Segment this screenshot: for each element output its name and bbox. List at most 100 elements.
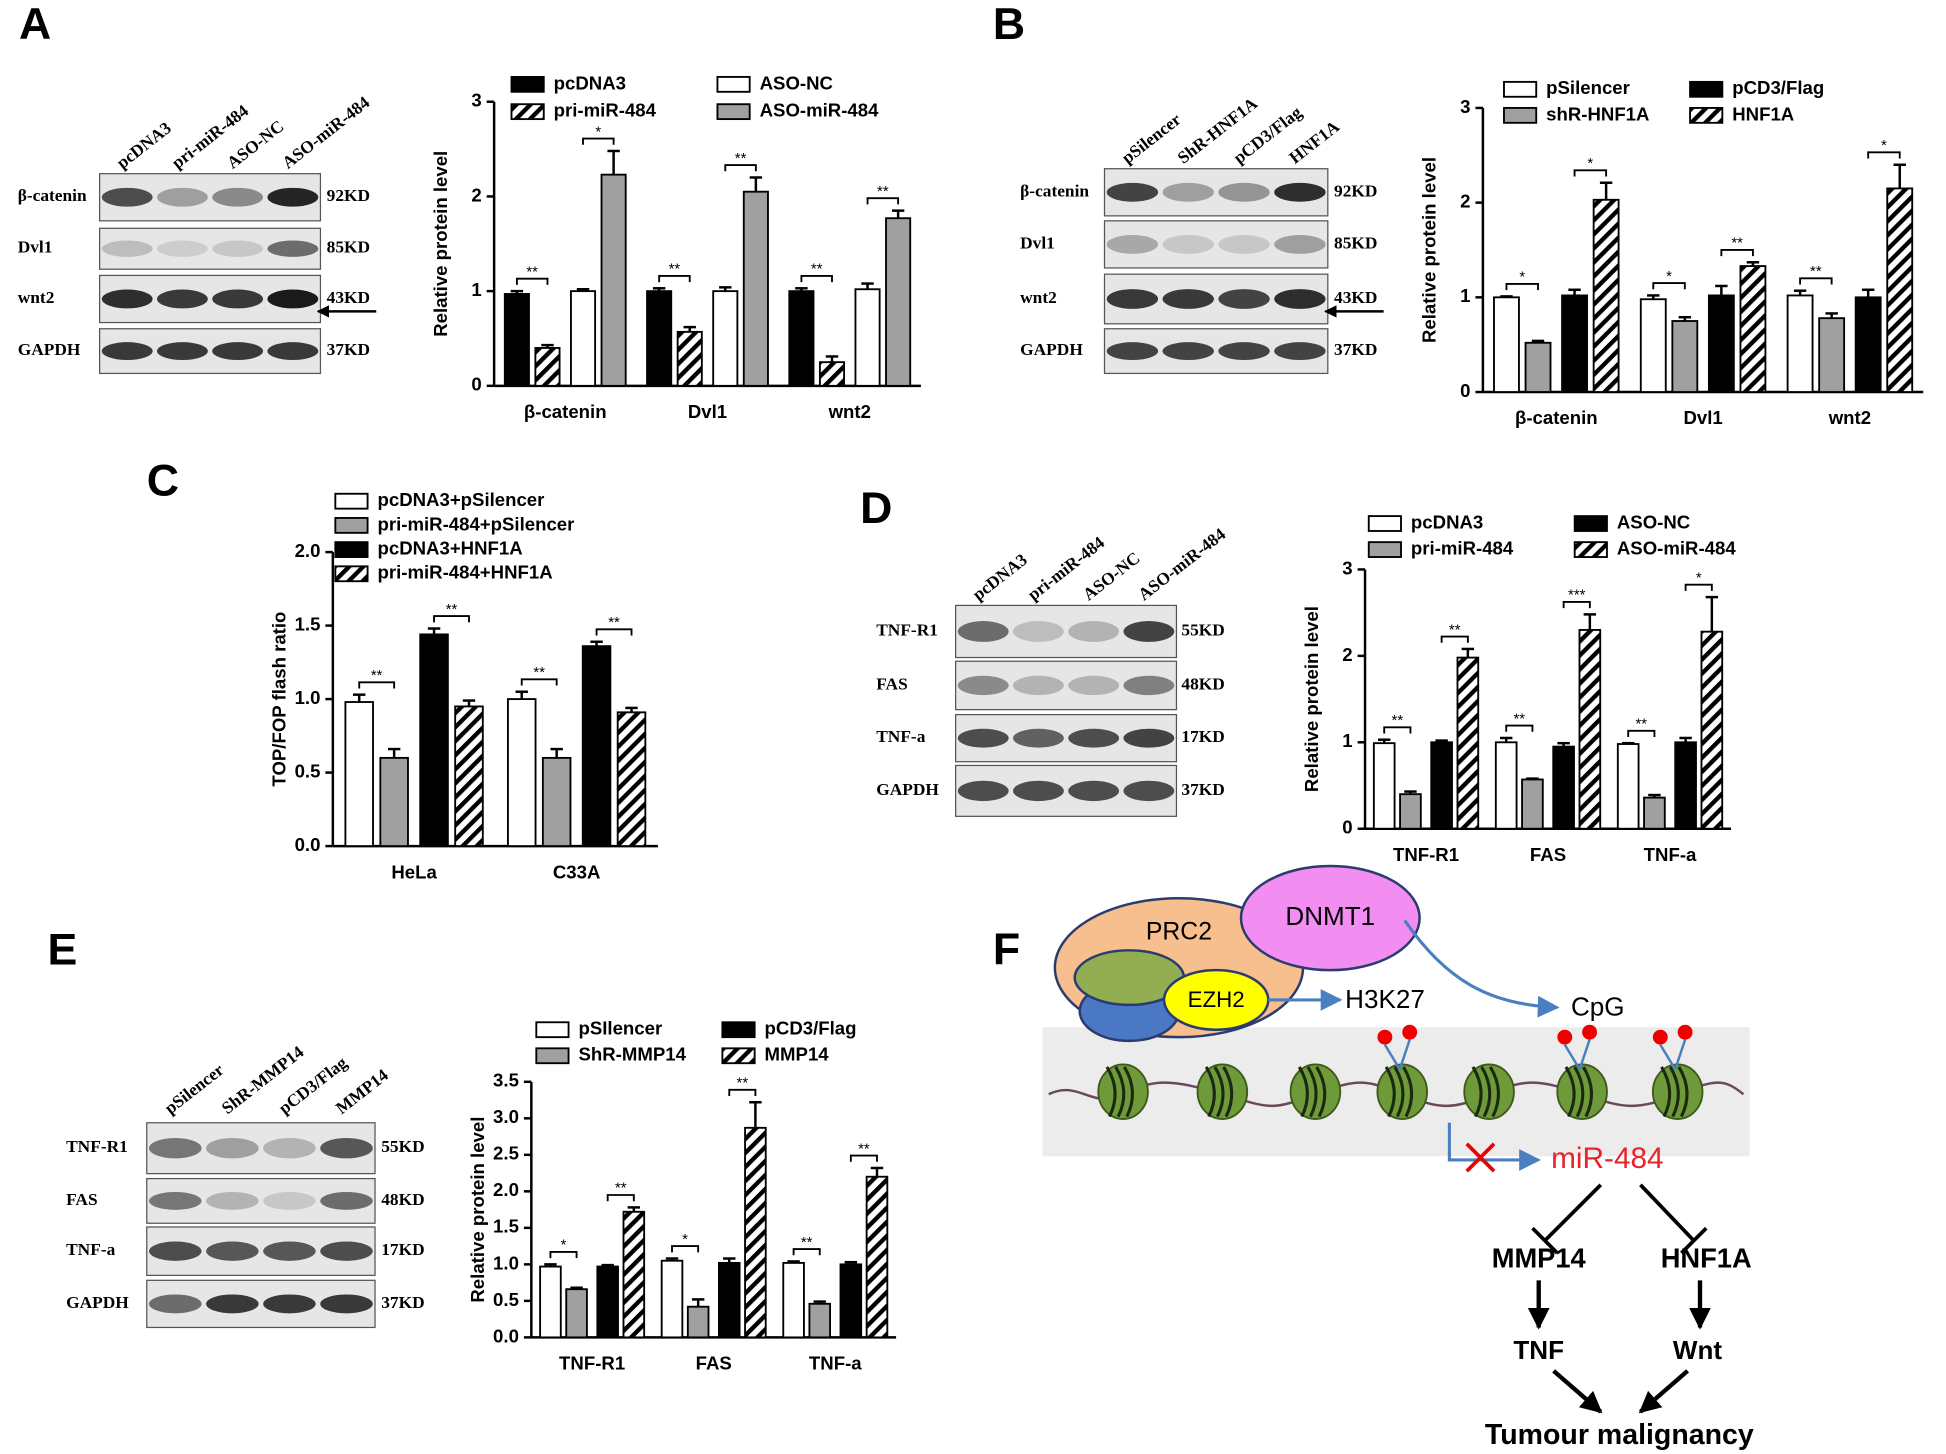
dna-wrap — [1114, 1066, 1126, 1118]
dna-wrap — [1204, 1066, 1216, 1118]
legend-swatch — [1689, 80, 1724, 98]
blot-band — [206, 1138, 259, 1159]
sig-label: * — [1881, 138, 1887, 154]
panel-label: F — [993, 926, 1020, 975]
lane-label: ASO-miR-484 — [279, 93, 374, 173]
row-label: GAPDH — [876, 780, 939, 799]
sig-bracket — [658, 274, 691, 283]
dnmt1 — [1239, 864, 1421, 972]
dna-wrap — [1123, 1066, 1134, 1118]
blot-band — [1274, 289, 1326, 309]
blot-band — [101, 342, 153, 361]
blot-band — [1068, 780, 1120, 802]
sig-label: ** — [526, 264, 538, 280]
y-tick-label: 2.5 — [493, 1143, 519, 1164]
bar — [596, 1265, 619, 1339]
sig-label: ** — [737, 1076, 749, 1092]
y-tick-label: 2 — [1342, 644, 1352, 665]
row-label: FAS — [876, 674, 908, 693]
legend-label: ASO-NC — [760, 72, 833, 93]
legend-swatch — [1573, 515, 1608, 532]
sig-label: * — [682, 1232, 688, 1248]
y-axis-label: Relative protein level — [467, 1117, 488, 1303]
methyl-stem — [1578, 1039, 1591, 1070]
arrow — [1552, 1369, 1603, 1414]
blot-band — [267, 187, 319, 207]
bar — [865, 1175, 889, 1339]
blot-band — [1162, 182, 1214, 202]
x-tick-label: HeLa — [391, 861, 437, 882]
blot-band — [1013, 728, 1064, 748]
sig-label: ** — [1392, 713, 1404, 729]
y-tick-label: 1.5 — [493, 1216, 519, 1237]
y-tick-label: 0.0 — [295, 834, 321, 855]
blot-strip — [1103, 220, 1329, 269]
blot-band — [157, 240, 208, 257]
bar — [1524, 341, 1552, 393]
bar — [616, 711, 647, 848]
sig-label: ** — [801, 1235, 813, 1251]
row-label: TNF-a — [66, 1240, 115, 1259]
blot-band — [267, 342, 319, 361]
size-label: 43KD — [327, 288, 370, 307]
y-tick-label: 3.0 — [493, 1106, 519, 1127]
blot-band — [149, 1138, 202, 1159]
blot-band — [1068, 675, 1120, 696]
sig-bracket — [595, 628, 633, 636]
sig-bracket — [728, 1088, 757, 1097]
x-tick-label: wnt2 — [1828, 407, 1871, 428]
dna-wrap — [1564, 1066, 1576, 1118]
legend-label: pcDNA3 — [554, 72, 626, 93]
bar — [1592, 198, 1620, 393]
sig-label: ** — [608, 615, 620, 631]
y-tick-label: 2 — [471, 184, 481, 205]
legend-swatch — [1367, 515, 1402, 532]
panel-label: B — [993, 0, 1025, 49]
bar — [1430, 741, 1453, 830]
bar — [1786, 294, 1814, 393]
methyl-group — [1557, 1029, 1573, 1045]
bar — [581, 645, 612, 848]
bar — [808, 1302, 832, 1339]
sig-bracket — [1720, 248, 1754, 257]
methyl-stem — [1659, 1043, 1677, 1071]
y-tick-label: 2.0 — [493, 1179, 519, 1200]
legend-swatch — [716, 75, 751, 93]
blot-band — [206, 1191, 259, 1210]
dna-wrap — [1222, 1066, 1234, 1118]
x-tick-label: β-catenin — [1515, 407, 1598, 428]
node-label: DNMT1 — [1285, 901, 1375, 931]
row-label: TNF-R1 — [66, 1137, 128, 1156]
x-tick-label: wnt2 — [828, 401, 871, 422]
legend-swatch — [334, 517, 369, 534]
panel-label: A — [19, 0, 51, 49]
methyl-group — [1402, 1024, 1418, 1040]
sig-bracket — [1505, 724, 1534, 732]
dna-wrap — [1297, 1066, 1309, 1118]
legend-swatch — [334, 541, 369, 558]
legend-label: ASO-miR-484 — [760, 100, 879, 121]
bar — [1552, 745, 1575, 830]
sig-label: * — [1666, 269, 1672, 285]
y-axis-label: Relative protein level — [430, 151, 451, 337]
dna-wrap — [1573, 1066, 1585, 1118]
arrow — [1403, 919, 1560, 1018]
blot-band — [1013, 675, 1064, 696]
bar — [454, 705, 484, 848]
bar — [622, 1210, 646, 1339]
legend-label: pri-miR-484+pSilencer — [378, 513, 575, 534]
y-tick-label: 1.0 — [295, 687, 321, 708]
bar — [782, 1261, 805, 1339]
sig-bracket — [671, 1245, 700, 1253]
y-axis-label: Relative protein level — [1301, 606, 1322, 792]
blot-band — [320, 1294, 373, 1314]
sig-label: ** — [533, 665, 545, 681]
sig-bracket — [1652, 282, 1686, 290]
blot-band — [1162, 289, 1214, 309]
sig-label: ** — [446, 602, 458, 618]
sig-label: ** — [1810, 264, 1822, 280]
methyl-stem — [1398, 1039, 1411, 1070]
bar — [854, 288, 881, 387]
lane-label: pcDNA3 — [969, 550, 1031, 604]
blot-band — [1106, 289, 1159, 309]
